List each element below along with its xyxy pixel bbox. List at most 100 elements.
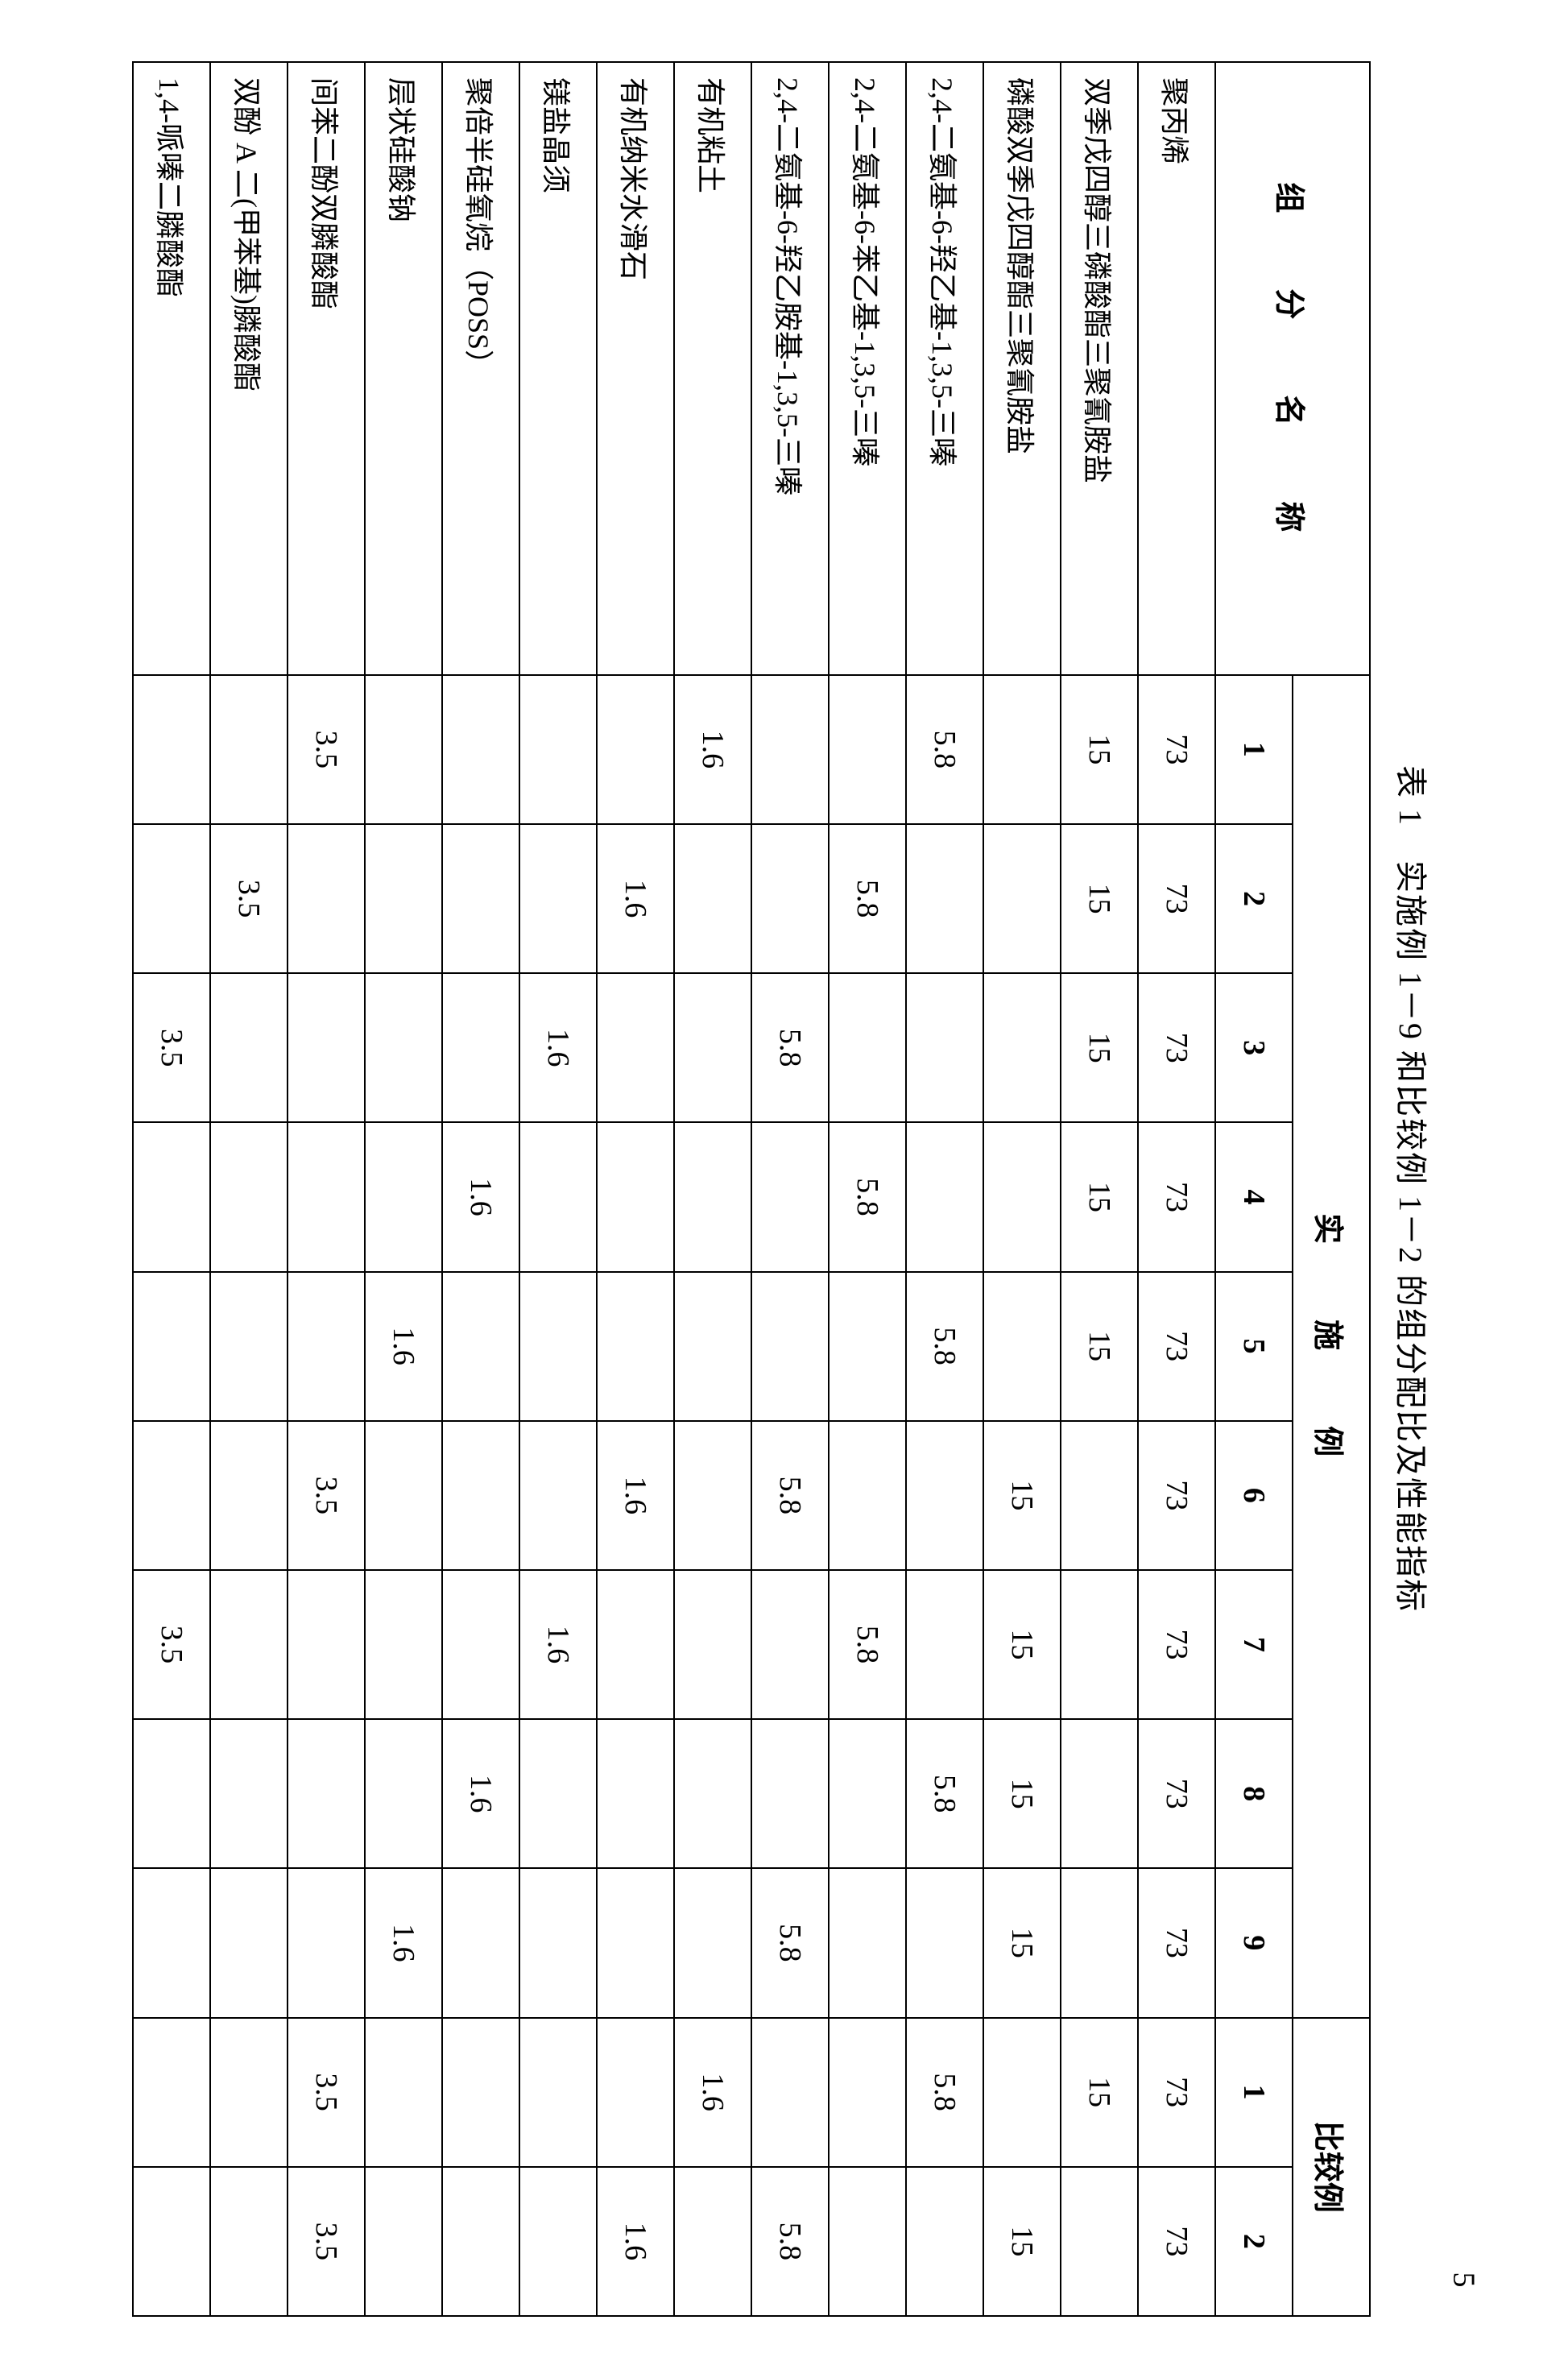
data-cell [597, 973, 674, 1122]
data-cell [597, 1570, 674, 1719]
data-cell [906, 824, 983, 973]
data-cell [906, 1868, 983, 2017]
data-cell [133, 675, 210, 824]
data-cell [519, 1122, 597, 1271]
data-cell: 1.6 [674, 675, 751, 824]
data-cell: 73 [1138, 1570, 1215, 1719]
data-cell [210, 1719, 288, 1868]
data-cell: 15 [983, 1570, 1061, 1719]
table-row: 层状硅酸钠1.61.6 [365, 62, 442, 2316]
data-cell: 73 [1138, 1122, 1215, 1271]
data-cell: 3.5 [288, 2167, 365, 2316]
table-caption: 表 1 实施例 1－9 和比较例 1－2 的组分配比及性能指标 [1390, 61, 1437, 2317]
col-num: 5 [1215, 1272, 1293, 1421]
data-cell: 3.5 [288, 675, 365, 824]
table-row: 镁盐晶须1.61.6 [519, 62, 597, 2316]
data-cell [906, 973, 983, 1122]
data-cell [442, 1272, 519, 1421]
data-cell [674, 1719, 751, 1868]
data-cell [288, 824, 365, 973]
data-cell: 1.6 [674, 2018, 751, 2167]
data-cell [983, 824, 1061, 973]
data-cell [751, 1719, 829, 1868]
data-cell [1061, 1719, 1138, 1868]
data-cell [442, 1570, 519, 1719]
data-cell [519, 2167, 597, 2316]
data-cell [983, 2018, 1061, 2167]
component-name: 有机纳米水滑石 [597, 62, 674, 675]
data-cell [365, 1570, 442, 1719]
table-row: 有机粘土1.61.6 [674, 62, 751, 2316]
data-cell [365, 1122, 442, 1271]
col-num: 2 [1215, 2167, 1293, 2316]
data-cell: 5.8 [906, 1272, 983, 1421]
data-cell: 15 [983, 1421, 1061, 1570]
data-cell [597, 1868, 674, 2017]
data-cell [288, 1570, 365, 1719]
component-name: 聚丙烯 [1138, 62, 1215, 675]
data-cell [906, 2167, 983, 2316]
data-cell: 15 [1061, 1122, 1138, 1271]
component-name: 2,4-二氨基-6-羟乙基-1,3,5-三嗪 [906, 62, 983, 675]
data-cell [133, 1122, 210, 1271]
component-name: 有机粘土 [674, 62, 751, 675]
data-cell [210, 1868, 288, 2017]
data-cell: 15 [1061, 824, 1138, 973]
data-cell: 5.8 [751, 973, 829, 1122]
data-cell [288, 1272, 365, 1421]
table-row: 1,4-哌嗪二膦酸酯3.53.5 [133, 62, 210, 2316]
data-cell [983, 1122, 1061, 1271]
data-cell [133, 2167, 210, 2316]
data-cell [442, 2167, 519, 2316]
data-cell: 1.6 [442, 1122, 519, 1271]
data-cell [829, 1719, 906, 1868]
data-cell [365, 824, 442, 973]
data-cell: 5.8 [829, 1122, 906, 1271]
data-cell [519, 1719, 597, 1868]
data-cell [751, 675, 829, 824]
data-cell: 73 [1138, 2167, 1215, 2316]
component-name: 1,4-哌嗪二膦酸酯 [133, 62, 210, 675]
data-cell: 5.8 [906, 2018, 983, 2167]
data-cell [983, 675, 1061, 824]
table-row: 聚倍半硅氧烷（POSS）1.61.6 [442, 62, 519, 2316]
component-name: 镁盐晶须 [519, 62, 597, 675]
data-cell: 3.5 [133, 973, 210, 1122]
data-cell [751, 2018, 829, 2167]
data-cell [288, 1719, 365, 1868]
data-cell [365, 973, 442, 1122]
data-cell [133, 1719, 210, 1868]
table-row: 间苯二酚双膦酸酯3.53.53.53.5 [288, 62, 365, 2316]
data-cell: 5.8 [751, 1421, 829, 1570]
data-cell [829, 2018, 906, 2167]
data-cell [597, 2018, 674, 2167]
data-cell [133, 1272, 210, 1421]
data-cell [906, 1421, 983, 1570]
composition-table: 组 分 名 称 实 施 例 比较例 1 2 3 4 5 6 7 8 9 1 2 [132, 61, 1371, 2317]
table-row: 聚丙烯7373737373737373737373 [1138, 62, 1215, 2316]
component-name: 2,4-二氨基-6-苯乙基-1,3,5-三嗪 [829, 62, 906, 675]
data-cell [210, 1421, 288, 1570]
data-cell: 73 [1138, 1719, 1215, 1868]
data-cell: 1.6 [519, 1570, 597, 1719]
col-num: 9 [1215, 1868, 1293, 2017]
data-cell [597, 1719, 674, 1868]
data-cell [751, 824, 829, 973]
data-cell [1061, 1421, 1138, 1570]
data-cell: 5.8 [829, 824, 906, 973]
component-name: 双酚 A 二(甲苯基)膦酸酯 [210, 62, 288, 675]
data-cell: 73 [1138, 675, 1215, 824]
data-cell [906, 1122, 983, 1271]
data-cell: 73 [1138, 1421, 1215, 1570]
data-cell: 1.6 [597, 824, 674, 973]
data-cell [442, 2018, 519, 2167]
col-num: 1 [1215, 675, 1293, 824]
col-num: 4 [1215, 1122, 1293, 1271]
data-cell: 73 [1138, 1272, 1215, 1421]
data-cell [288, 1868, 365, 2017]
data-cell [133, 2018, 210, 2167]
data-cell [210, 675, 288, 824]
data-cell [519, 1421, 597, 1570]
col-num: 1 [1215, 2018, 1293, 2167]
data-cell [442, 824, 519, 973]
